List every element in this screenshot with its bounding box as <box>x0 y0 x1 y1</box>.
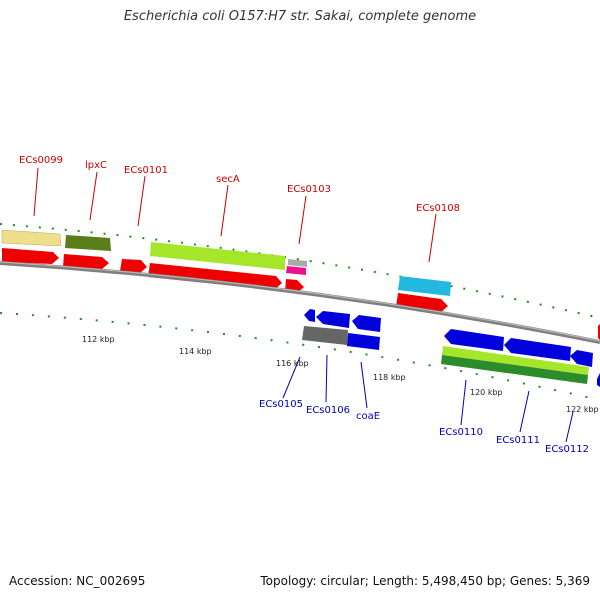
gene-label-ecs0106[interactable]: ECs0106 <box>306 405 350 416</box>
gene-lpxc-cds[interactable] <box>63 254 109 270</box>
gene-ecs0110-cds[interactable] <box>444 329 504 351</box>
gene-ecs0110-cog[interactable] <box>442 346 589 375</box>
scale-labels: 112 kbp 114 kbp 116 kbp 118 kbp 120 kbp … <box>82 335 599 414</box>
gene-label-ecs0110[interactable]: ECs0110 <box>439 427 483 438</box>
gene-ecs0111-cds[interactable] <box>504 338 571 361</box>
gene-ecs0112-cds[interactable] <box>570 350 593 367</box>
genome-backbone <box>0 261 600 344</box>
gene-edge-reverse-cds[interactable] <box>597 373 600 387</box>
gene-label-ecs0099[interactable]: ECs0099 <box>19 155 63 166</box>
gene-label-ecs0111[interactable]: ECs0111 <box>496 435 540 446</box>
accession-text: Accession: NC_002695 <box>9 574 146 588</box>
gene-label-coae[interactable]: coaE <box>356 411 380 422</box>
gene-ecs0111-cog[interactable] <box>441 355 588 384</box>
gene-ecs0099-cds[interactable] <box>2 248 59 264</box>
gene-seca-cog[interactable] <box>150 242 285 270</box>
gene-ecs0106-cds[interactable] <box>316 311 350 328</box>
scale-label-114kbp: 114 kbp <box>179 347 212 356</box>
gene-label-seca[interactable]: secA <box>216 174 240 185</box>
gene-ecs0101-cds[interactable] <box>120 259 147 273</box>
forward-cds-track <box>2 248 448 313</box>
gene-label-ecs0103[interactable]: ECs0103 <box>287 184 331 195</box>
reverse-cds-track <box>304 309 600 387</box>
gene-label-ecs0112[interactable]: ECs0112 <box>545 444 589 455</box>
forward-cog-track <box>1 229 451 296</box>
gene-lpxc-cog[interactable] <box>65 235 111 251</box>
gene-ecs0103-cog-top[interactable] <box>288 259 307 267</box>
scale-label-118kbp: 118 kbp <box>373 373 406 382</box>
scale-label-122kbp: 122 kbp <box>566 405 599 414</box>
gene-label-lpxc[interactable]: lpxC <box>85 160 107 171</box>
reverse-cog-track <box>302 326 589 384</box>
scale-label-112kbp: 112 kbp <box>82 335 115 344</box>
gene-label-ecs0108[interactable]: ECs0108 <box>416 203 460 214</box>
gene-label-ecs0105[interactable]: ECs0105 <box>259 399 303 410</box>
forward-gene-labels: ECs0099 lpxC ECs0101 secA ECs0103 ECs010… <box>19 155 460 214</box>
map-title: Escherichia coli O157:H7 str. Sakai, com… <box>123 9 477 24</box>
gene-ecs0106b-cds[interactable] <box>352 315 381 332</box>
genome-summary-text: Topology: circular; Length: 5,498,450 bp… <box>260 574 590 588</box>
scale-label-116kbp: 116 kbp <box>276 359 309 368</box>
gene-ecs0105-cds[interactable] <box>304 309 315 322</box>
gene-ecs0106-cog[interactable] <box>302 326 348 345</box>
label-leader-lines <box>33 167 574 443</box>
gene-seca-cds[interactable] <box>148 263 282 290</box>
reverse-gene-labels: ECs0105 ECs0106 coaE ECs0110 ECs0111 ECs… <box>259 399 589 455</box>
scale-label-120kbp: 120 kbp <box>470 388 503 397</box>
gene-ecs0099-cog[interactable] <box>1 229 62 247</box>
gene-ecs0108-cog[interactable] <box>398 276 451 296</box>
gene-coae-cds[interactable] <box>347 333 380 350</box>
gene-label-ecs0101[interactable]: ECs0101 <box>124 165 168 176</box>
gene-ecs0103-cog-bottom[interactable] <box>286 266 306 275</box>
outer-tick-row <box>0 223 600 319</box>
